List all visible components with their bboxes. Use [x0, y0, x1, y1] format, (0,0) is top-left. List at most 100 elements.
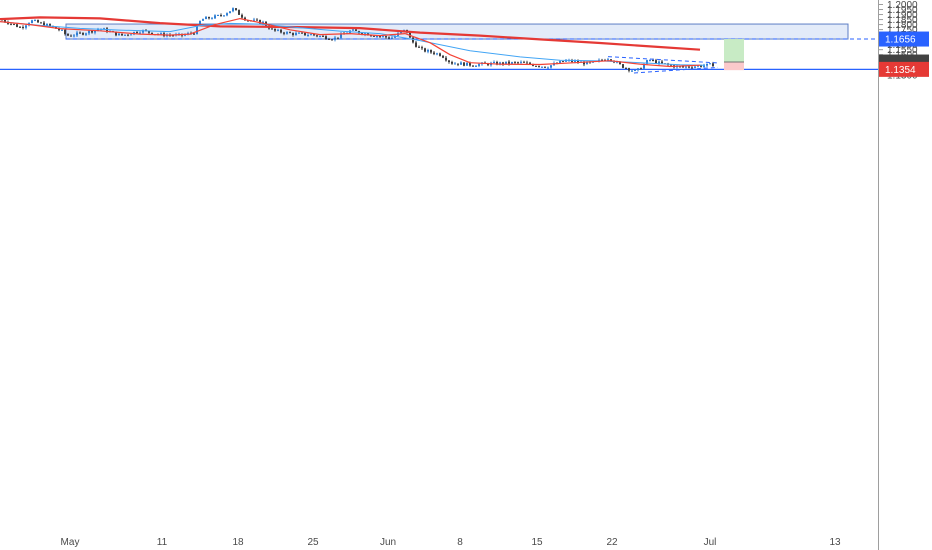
bull-candle[interactable]: [139, 32, 141, 34]
bull-candle[interactable]: [232, 8, 234, 12]
bull-candle[interactable]: [649, 60, 651, 62]
bull-candle[interactable]: [559, 61, 561, 64]
bear-candle[interactable]: [655, 60, 657, 64]
ma-20-line[interactable]: [0, 18, 701, 68]
bear-candle[interactable]: [457, 63, 459, 65]
bull-candle[interactable]: [697, 65, 699, 67]
bear-candle[interactable]: [415, 42, 417, 47]
bull-candle[interactable]: [76, 32, 78, 36]
bear-candle[interactable]: [526, 62, 528, 64]
bear-candle[interactable]: [487, 63, 489, 66]
bull-candle[interactable]: [307, 35, 309, 37]
bear-candle[interactable]: [712, 63, 714, 67]
bull-candle[interactable]: [607, 59, 609, 61]
bear-candle[interactable]: [304, 32, 306, 36]
bull-candle[interactable]: [184, 34, 186, 36]
bear-candle[interactable]: [538, 66, 540, 68]
bear-candle[interactable]: [535, 65, 537, 67]
bear-candle[interactable]: [172, 35, 174, 37]
bear-candle[interactable]: [619, 61, 621, 65]
bull-candle[interactable]: [118, 33, 120, 36]
bear-candle[interactable]: [208, 16, 210, 19]
bull-candle[interactable]: [31, 20, 33, 24]
bull-candle[interactable]: [25, 25, 27, 28]
bear-candle[interactable]: [40, 22, 42, 24]
bear-candle[interactable]: [325, 36, 327, 39]
bull-candle[interactable]: [214, 15, 216, 19]
bear-candle[interactable]: [241, 14, 243, 18]
bear-candle[interactable]: [82, 32, 84, 35]
bear-candle[interactable]: [79, 32, 81, 34]
bear-candle[interactable]: [379, 35, 381, 37]
bear-candle[interactable]: [283, 32, 285, 34]
bear-candle[interactable]: [517, 62, 519, 64]
bull-candle[interactable]: [382, 36, 384, 38]
bull-candle[interactable]: [547, 67, 549, 69]
bull-candle[interactable]: [46, 24, 48, 26]
upper-trendline[interactable]: [607, 56, 719, 64]
bear-candle[interactable]: [469, 62, 471, 66]
bear-candle[interactable]: [289, 32, 291, 34]
bull-candle[interactable]: [226, 13, 228, 16]
bull-candle[interactable]: [391, 37, 393, 39]
bull-candle[interactable]: [460, 62, 462, 65]
bull-candle[interactable]: [520, 61, 522, 63]
bear-candle[interactable]: [529, 62, 531, 65]
bear-candle[interactable]: [571, 60, 573, 62]
bear-candle[interactable]: [433, 52, 435, 55]
bear-candle[interactable]: [67, 33, 69, 36]
bull-candle[interactable]: [499, 62, 501, 65]
bull-candle[interactable]: [394, 35, 396, 38]
bear-candle[interactable]: [292, 33, 294, 35]
support-resistance-zone[interactable]: [65, 23, 849, 40]
bear-candle[interactable]: [577, 60, 579, 63]
bull-candle[interactable]: [262, 21, 264, 24]
bear-candle[interactable]: [523, 61, 525, 63]
bear-candle[interactable]: [4, 19, 6, 23]
bear-candle[interactable]: [388, 37, 390, 39]
bear-candle[interactable]: [115, 31, 117, 36]
bear-candle[interactable]: [421, 47, 423, 49]
bull-candle[interactable]: [694, 66, 696, 68]
bull-candle[interactable]: [634, 70, 636, 72]
bear-candle[interactable]: [601, 59, 603, 61]
bear-candle[interactable]: [10, 23, 12, 25]
bear-candle[interactable]: [274, 28, 276, 31]
bull-candle[interactable]: [574, 60, 576, 62]
bull-candle[interactable]: [277, 29, 279, 31]
bear-candle[interactable]: [91, 30, 93, 33]
profit-zone[interactable]: [724, 39, 744, 63]
bear-candle[interactable]: [151, 32, 153, 35]
plot-area[interactable]: [0, 0, 878, 522]
bear-candle[interactable]: [328, 38, 330, 40]
ma-200-line[interactable]: [0, 16, 701, 51]
bull-candle[interactable]: [436, 53, 438, 55]
bear-candle[interactable]: [412, 37, 414, 43]
bull-candle[interactable]: [61, 29, 63, 31]
bear-candle[interactable]: [247, 20, 249, 22]
bear-candle[interactable]: [451, 62, 453, 64]
bull-candle[interactable]: [103, 28, 105, 30]
bull-candle[interactable]: [706, 63, 708, 66]
bull-candle[interactable]: [427, 50, 429, 52]
bear-candle[interactable]: [610, 59, 612, 61]
bear-candle[interactable]: [136, 31, 138, 33]
bear-candle[interactable]: [682, 66, 684, 68]
bear-candle[interactable]: [373, 35, 375, 37]
resistance-price-badge[interactable]: [879, 31, 929, 47]
bull-candle[interactable]: [298, 32, 300, 34]
bull-candle[interactable]: [376, 35, 378, 37]
bear-candle[interactable]: [544, 66, 546, 68]
bear-candle[interactable]: [337, 37, 339, 39]
bear-candle[interactable]: [193, 33, 195, 35]
bear-candle[interactable]: [418, 46, 420, 48]
bear-candle[interactable]: [280, 29, 282, 33]
lower-trendline[interactable]: [633, 66, 719, 74]
bull-candle[interactable]: [541, 66, 543, 68]
bull-candle[interactable]: [286, 32, 288, 34]
bear-candle[interactable]: [16, 24, 18, 27]
bull-candle[interactable]: [334, 37, 336, 40]
bear-candle[interactable]: [106, 28, 108, 32]
bull-candle[interactable]: [505, 61, 507, 65]
